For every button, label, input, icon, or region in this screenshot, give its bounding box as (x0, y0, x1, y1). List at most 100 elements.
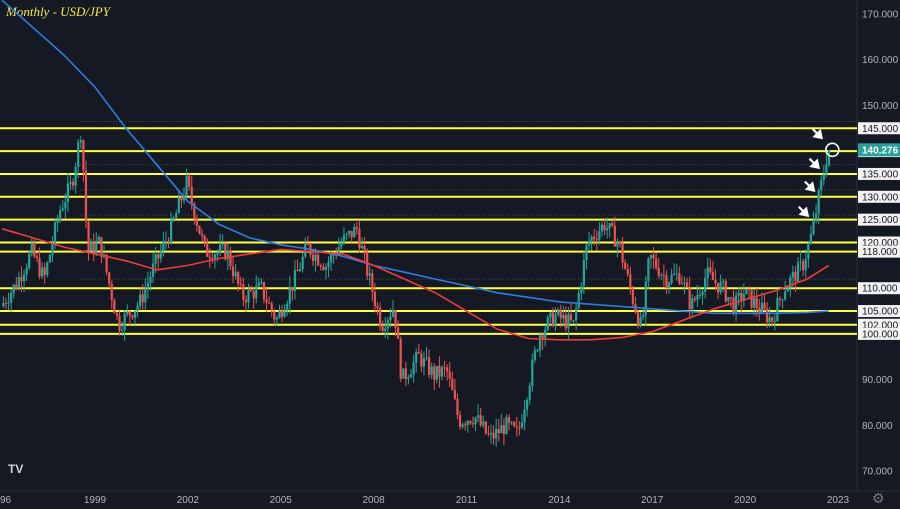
candle-body (126, 311, 129, 314)
candle-body (384, 328, 387, 331)
candle-body (817, 190, 820, 214)
candle-body (585, 245, 588, 261)
candle-body (324, 266, 327, 270)
candle-body (453, 390, 456, 399)
candle-body (417, 351, 420, 354)
x-tick-label: 2002 (177, 495, 200, 506)
candle-body (621, 243, 624, 263)
candle-body (827, 150, 831, 166)
candle-body (283, 310, 286, 317)
current-price-label: 140.276 (862, 145, 899, 156)
tradingview-logo: TV (8, 462, 24, 476)
candle-body (593, 236, 596, 240)
candle-body (559, 309, 562, 319)
candle-body (440, 367, 444, 377)
candle-body (693, 298, 696, 300)
candle-body (616, 241, 619, 247)
candle-body (399, 338, 402, 379)
candle-body (278, 310, 281, 318)
candle-body (74, 166, 77, 186)
candle-body (784, 291, 787, 300)
candle-body (484, 421, 487, 434)
x-tick-label: 2023 (827, 495, 850, 506)
candle-body (768, 317, 771, 323)
candle-body (551, 312, 555, 326)
candle-body (802, 261, 805, 271)
candle-body (164, 241, 168, 243)
candle-body (425, 357, 428, 359)
candle-body (600, 224, 604, 232)
candle-body (84, 170, 88, 222)
candle-body (809, 233, 813, 244)
candle-body (7, 302, 10, 304)
candle-body (38, 258, 41, 277)
candle-body (564, 314, 567, 329)
candle-body (118, 315, 121, 331)
candle-body (608, 223, 611, 229)
current-price-badge (858, 143, 900, 157)
candle-body (781, 299, 784, 301)
candle-body (154, 254, 157, 264)
candle-body (804, 259, 807, 271)
candle-body (4, 302, 8, 304)
gear-icon[interactable]: ⚙ (872, 490, 885, 506)
candle-body (53, 222, 57, 245)
candle-body (311, 254, 315, 261)
candle-body (644, 281, 647, 316)
candle-body (420, 353, 423, 367)
candle-body (200, 233, 204, 236)
candle-body (528, 385, 531, 400)
candle-body (755, 297, 758, 309)
candle-body (747, 288, 751, 290)
candle-body (280, 310, 284, 317)
candle-body (157, 254, 160, 259)
level-label: 102.000 (862, 320, 899, 331)
candle-body (17, 277, 20, 289)
candle-body (464, 424, 467, 426)
candle-body (234, 272, 237, 277)
x-tick-label: 2008 (363, 495, 386, 506)
level-label: 105.000 (862, 307, 899, 318)
candle-body (195, 219, 199, 226)
candle-body (435, 365, 438, 380)
candle-body (404, 368, 407, 380)
candle-body (345, 233, 348, 236)
x-tick-label: 2011 (456, 495, 478, 506)
candle-body (500, 425, 503, 434)
candle-body (162, 241, 165, 251)
candle-body (149, 276, 152, 283)
candle-body (355, 226, 358, 229)
candle-body (237, 272, 240, 284)
candle-body (203, 235, 206, 243)
candle-body (546, 317, 549, 330)
candle-body (629, 274, 632, 289)
candle-body (242, 284, 245, 300)
candlestick-series (2, 136, 831, 447)
candle-body (639, 317, 642, 326)
candle-body (673, 273, 676, 275)
arrow-annotations (797, 128, 840, 218)
candle-body (513, 422, 516, 427)
x-tick-label: 96 (0, 495, 12, 506)
candle-body (46, 262, 49, 275)
candle-body (177, 197, 180, 214)
candle-body (273, 311, 276, 320)
time-axis[interactable]: 96 1999 2002 2005 2008 2011 2014 2017 2020 2023 (0, 495, 850, 506)
level-lines (0, 121, 857, 335)
candle-body (360, 246, 364, 249)
candle-body (556, 309, 560, 315)
candle-body (378, 307, 382, 327)
price-axis[interactable]: 70.000 80.000 90.000 150.000 160.000 170.000 1… (858, 10, 900, 478)
candle-body (451, 378, 454, 391)
candle-body (172, 217, 175, 220)
candle-body (523, 409, 526, 423)
candle-body (415, 351, 418, 363)
candle-body (665, 275, 668, 289)
candle-body (358, 228, 361, 249)
candle-body (353, 226, 356, 238)
candle-body (510, 422, 513, 424)
arrow-annotation (797, 205, 810, 218)
candle-body (572, 320, 575, 322)
arrow-annotation (804, 180, 816, 192)
